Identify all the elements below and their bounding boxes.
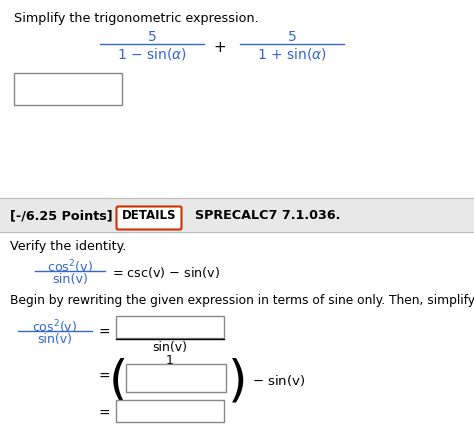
Bar [116, 400, 224, 422]
Bar [0, 198, 474, 232]
Text: =: = [98, 407, 110, 421]
Text: ): ) [228, 358, 248, 406]
Text: SPRECALC7 7.1.036.: SPRECALC7 7.1.036. [195, 209, 340, 222]
Text: +: + [214, 40, 227, 55]
Text: sin(v): sin(v) [37, 333, 73, 346]
Text: DETAILS: DETAILS [122, 209, 176, 222]
Text: 5: 5 [147, 30, 156, 44]
Text: Verify the identity.: Verify the identity. [10, 240, 127, 253]
Text: =: = [98, 326, 110, 340]
FancyBboxPatch shape [117, 207, 182, 229]
Text: (: ( [109, 358, 128, 406]
Text: cos$^2$(v): cos$^2$(v) [47, 258, 93, 276]
Text: 1: 1 [166, 354, 174, 367]
Text: 1 + sin($\alpha$): 1 + sin($\alpha$) [257, 46, 327, 62]
Text: 1 $-$ sin($\alpha$): 1 $-$ sin($\alpha$) [117, 46, 187, 62]
Bar [14, 73, 122, 105]
Bar [116, 316, 224, 338]
Text: Begin by rewriting the given expression in terms of sine only. Then, simplify.: Begin by rewriting the given expression … [10, 294, 474, 307]
Text: cos$^2$(v): cos$^2$(v) [32, 318, 78, 336]
Text: sin(v): sin(v) [52, 273, 88, 286]
Bar [126, 364, 226, 392]
Text: [-/6.25 Points]: [-/6.25 Points] [10, 209, 113, 222]
Text: = csc(v) $-$ sin(v): = csc(v) $-$ sin(v) [112, 265, 220, 280]
Text: $-$ sin(v): $-$ sin(v) [252, 373, 305, 388]
Text: =: = [98, 370, 110, 384]
Text: 5: 5 [288, 30, 296, 44]
Text: Simplify the trigonometric expression.: Simplify the trigonometric expression. [14, 12, 259, 25]
Text: sin(v): sin(v) [153, 341, 188, 354]
